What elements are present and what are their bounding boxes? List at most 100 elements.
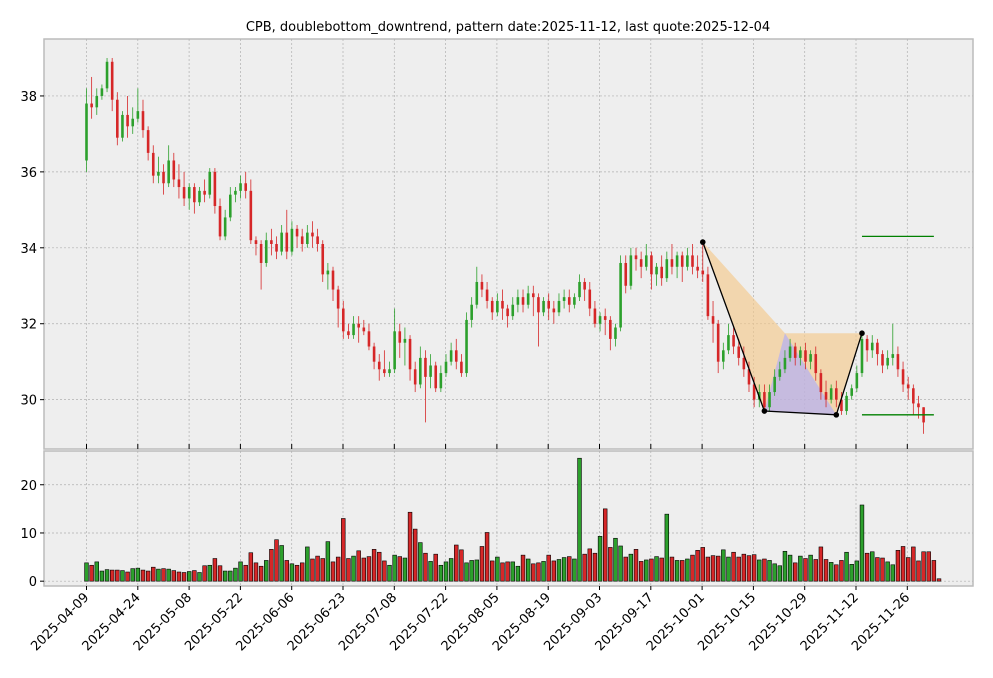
- candle-body: [167, 160, 170, 184]
- candle-body: [213, 171, 217, 207]
- candle-body: [177, 179, 181, 188]
- volume-bar: [664, 513, 670, 582]
- candle-body: [876, 342, 879, 355]
- volume-bar: [233, 567, 238, 582]
- candle-body: [567, 297, 571, 305]
- volume-bar: [849, 564, 854, 582]
- volume-bar: [844, 551, 849, 582]
- volume-bar: [310, 558, 315, 582]
- volume-bar: [454, 544, 459, 582]
- volume-bar: [556, 559, 562, 582]
- volume-bar: [669, 556, 675, 582]
- candle-body: [855, 373, 859, 389]
- volume-bar: [608, 547, 613, 582]
- candle-body: [896, 354, 900, 370]
- candle-body: [624, 262, 628, 286]
- volume-bar: [469, 560, 474, 582]
- volume-bar: [500, 562, 505, 582]
- candle-body: [865, 338, 869, 351]
- candle-body: [686, 255, 689, 267]
- volume-bar: [531, 563, 536, 582]
- candle-body: [270, 240, 273, 244]
- volume-bar: [428, 561, 433, 582]
- volume-bar: [207, 564, 212, 582]
- candle-body: [778, 369, 782, 377]
- pattern-point: [833, 412, 840, 418]
- candle-body: [609, 319, 612, 339]
- volume-bar: [135, 567, 141, 582]
- candle-body: [162, 171, 165, 184]
- candle-body: [157, 171, 160, 176]
- volume-bar: [104, 569, 110, 582]
- candle-body: [840, 399, 843, 412]
- volume-bar: [736, 556, 741, 582]
- volume-bar: [911, 546, 916, 582]
- volume-bar: [715, 555, 721, 582]
- volume-bar: [536, 562, 541, 582]
- volume-bar: [700, 547, 705, 582]
- volume-bar: [371, 549, 377, 582]
- volume-bar: [772, 563, 777, 582]
- candle-body: [316, 236, 319, 244]
- candle-body: [121, 114, 124, 138]
- volume-bar: [464, 562, 469, 582]
- volume-bar: [161, 568, 166, 582]
- candle-body: [151, 152, 155, 176]
- volume-bar: [109, 569, 115, 582]
- candle-body: [429, 365, 432, 377]
- volume-bar: [418, 542, 423, 582]
- volume-bar: [905, 557, 911, 582]
- volume-bar: [577, 457, 582, 582]
- candle-body: [367, 331, 371, 347]
- volume-bar: [793, 562, 798, 582]
- candle-body: [136, 111, 140, 119]
- volume-bar: [115, 569, 120, 582]
- candle-body: [110, 61, 114, 100]
- volume-bar: [192, 570, 197, 582]
- candle-body: [870, 342, 874, 351]
- candle-body: [362, 327, 366, 332]
- candle-body: [306, 232, 309, 244]
- candle-body: [218, 206, 222, 237]
- volume-bar: [258, 565, 264, 582]
- candle-body: [408, 338, 412, 370]
- price-tick-label: 34: [20, 242, 37, 257]
- volume-bar: [572, 558, 577, 582]
- volume-bar: [171, 570, 177, 582]
- volume-bar: [459, 549, 464, 582]
- volume-bar: [582, 553, 587, 582]
- candle-body: [547, 300, 551, 309]
- candle-body: [336, 289, 340, 309]
- candle-body: [331, 270, 335, 290]
- volume-bar: [520, 554, 526, 582]
- chart-title: CPB, doublebottom_downtrend, pattern dat…: [246, 20, 770, 35]
- candle-body: [562, 297, 566, 301]
- volume-bar: [84, 562, 89, 582]
- candle-body: [614, 327, 617, 339]
- volume-bar: [490, 560, 495, 582]
- candle-body: [655, 266, 658, 275]
- volume-bar: [587, 548, 592, 582]
- candle-body: [398, 331, 402, 343]
- volume-bar: [746, 555, 752, 582]
- volume-bar: [762, 558, 767, 582]
- candle-body: [347, 331, 350, 336]
- candle-body: [126, 114, 129, 127]
- candle-body: [578, 281, 581, 298]
- candle-body: [239, 183, 242, 191]
- volume-bar: [145, 570, 151, 582]
- candle-body: [912, 388, 915, 404]
- candle-body: [629, 255, 633, 286]
- candle-body: [619, 262, 622, 328]
- candle-body: [357, 323, 360, 328]
- candle-body: [603, 316, 607, 320]
- candle-body: [341, 308, 345, 332]
- candle-body: [449, 350, 453, 362]
- candle-body: [598, 316, 602, 324]
- volume-bar: [94, 561, 99, 582]
- candle-body: [141, 111, 145, 131]
- candle-body: [829, 388, 833, 400]
- candle-body: [193, 187, 196, 203]
- candle-body: [634, 255, 638, 260]
- candle-body: [116, 99, 119, 138]
